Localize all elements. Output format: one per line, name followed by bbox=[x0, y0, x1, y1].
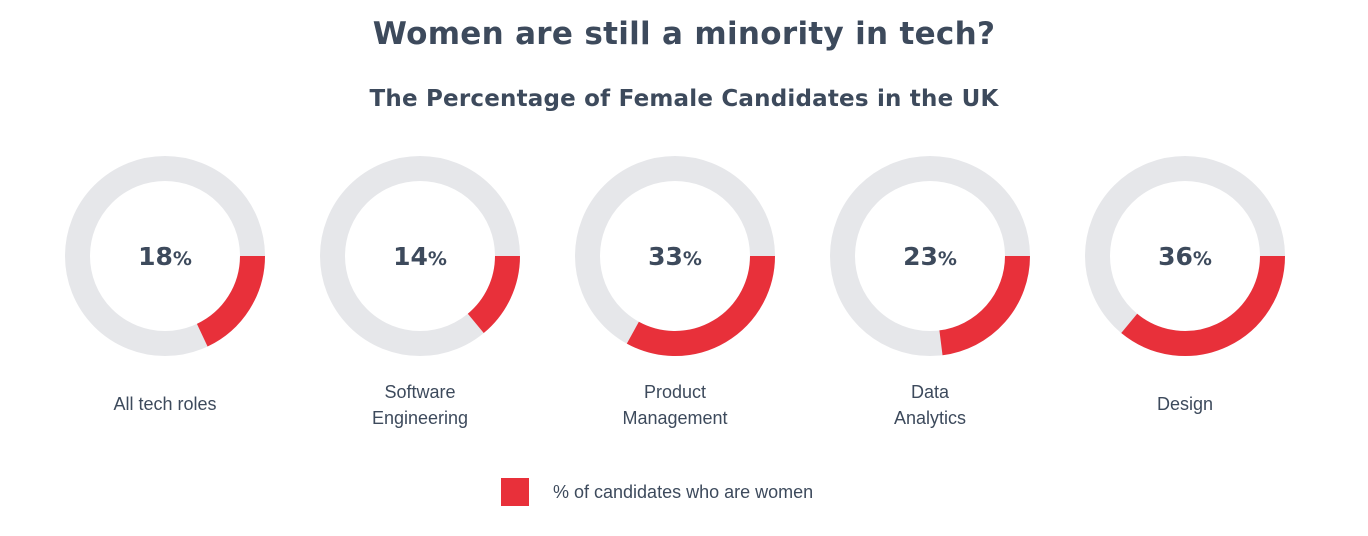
donut-2: 33% bbox=[575, 156, 775, 356]
donut-3: 23% bbox=[830, 156, 1030, 356]
chart-subtitle: The Percentage of Female Candidates in t… bbox=[369, 86, 999, 112]
category-label: Data Analytics bbox=[893, 382, 967, 428]
donut-1: 14% bbox=[320, 156, 520, 356]
donut-value-arc bbox=[626, 255, 775, 356]
category-label: All tech roles bbox=[113, 394, 217, 414]
donut-value-arc bbox=[196, 255, 265, 347]
value-label: 36% bbox=[1158, 242, 1212, 271]
category-label: Software Engineering bbox=[371, 382, 469, 428]
donut-track bbox=[320, 156, 520, 356]
value-label: 14% bbox=[393, 242, 447, 271]
value-label: 23% bbox=[903, 242, 957, 271]
legend-label: % of candidates who are women bbox=[553, 481, 814, 502]
category-label: Design bbox=[1156, 394, 1214, 414]
legend-swatch bbox=[501, 478, 529, 506]
value-label: 33% bbox=[648, 242, 702, 271]
category-label: Product Management bbox=[622, 382, 728, 428]
donut-value-arc bbox=[467, 255, 520, 334]
donut-value-arc bbox=[1121, 255, 1285, 356]
donut-4: 36% bbox=[1085, 156, 1285, 356]
chart-title: Women are still a minority in tech? bbox=[372, 16, 996, 52]
donut-0: 18% bbox=[65, 156, 265, 356]
donut-value-arc bbox=[938, 255, 1030, 356]
legend: % of candidates who are women bbox=[501, 478, 813, 506]
value-label: 18% bbox=[138, 242, 192, 271]
